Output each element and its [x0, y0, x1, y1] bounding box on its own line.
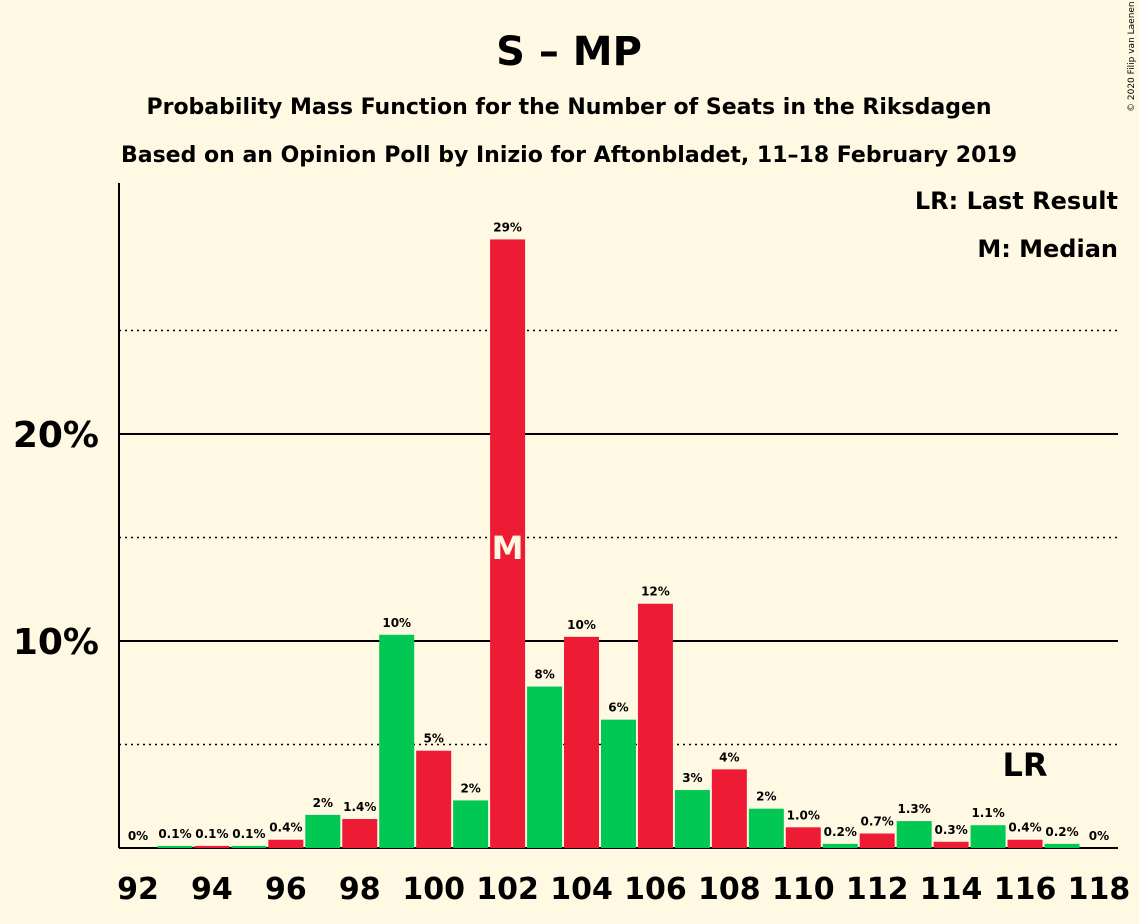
data-label-110: 1.0%: [787, 808, 820, 822]
bar-99: [379, 634, 415, 848]
last-result-marker: LR: [1003, 746, 1048, 784]
bar-116: [1007, 839, 1043, 848]
x-tick-118: 118: [1068, 872, 1131, 907]
chart-subtitle-2: Based on an Opinion Poll by Inizio for A…: [121, 143, 1017, 168]
y-tick-labels: 10% 20%: [13, 415, 99, 663]
bar-108: [711, 769, 747, 848]
data-label-102: 29%: [493, 220, 522, 234]
bar-114: [933, 841, 969, 848]
x-tick-110: 110: [772, 872, 835, 907]
x-tick-112: 112: [846, 872, 909, 907]
x-tick-106: 106: [624, 872, 687, 907]
x-tick-labels: 92 94 96 98 100 102 104 106 108 110 112 114 116 118: [117, 872, 1130, 907]
median-marker: M: [492, 529, 524, 567]
bar-105: [600, 719, 636, 848]
bar-100: [416, 750, 452, 848]
chart-title: S – MP: [496, 29, 642, 75]
data-label-95: 0.1%: [232, 827, 265, 841]
bar-106: [637, 603, 673, 848]
y-tick-20: 20%: [13, 415, 99, 456]
data-label-103: 8%: [534, 668, 554, 682]
data-label-98: 1.4%: [343, 800, 376, 814]
bar-96: [268, 839, 304, 848]
data-label-104: 10%: [567, 618, 596, 632]
legend-median: M: Median: [977, 235, 1118, 263]
bar-113: [896, 821, 932, 848]
x-tick-98: 98: [339, 872, 381, 907]
bar-98: [342, 819, 378, 848]
data-label-101: 2%: [460, 781, 480, 795]
x-tick-102: 102: [476, 872, 539, 907]
x-tick-92: 92: [117, 872, 159, 907]
bar-101: [453, 800, 489, 848]
data-label-92: 0%: [128, 829, 148, 843]
bar-97: [305, 814, 341, 848]
data-label-116: 0.4%: [1008, 821, 1041, 835]
bar-94: [194, 845, 230, 848]
x-tick-96: 96: [265, 872, 307, 907]
x-tick-100: 100: [402, 872, 465, 907]
x-tick-116: 116: [994, 872, 1057, 907]
x-tick-108: 108: [698, 872, 761, 907]
bar-102: [490, 239, 526, 849]
bar-111: [822, 843, 858, 848]
bar-104: [564, 636, 600, 848]
data-labels: 0% 0.1% 0.1% 0.1% 0.4% 2% 1.4% 10% 5% 2% 29% 8% 10% 6…: [128, 220, 1109, 843]
chart-subtitle-1: Probability Mass Function for the Number…: [146, 95, 991, 120]
x-tick-104: 104: [550, 872, 613, 907]
x-tick-114: 114: [920, 872, 983, 907]
data-label-106: 12%: [641, 585, 670, 599]
bar-95: [231, 845, 267, 848]
data-label-94: 0.1%: [195, 827, 228, 841]
bar-112: [859, 833, 895, 848]
data-label-107: 3%: [682, 771, 702, 785]
data-label-108: 4%: [719, 750, 739, 764]
data-label-112: 0.7%: [861, 815, 894, 829]
data-label-105: 6%: [608, 701, 628, 715]
bar-107: [674, 790, 710, 848]
data-label-97: 2%: [313, 796, 333, 810]
data-label-111: 0.2%: [824, 825, 857, 839]
data-label-96: 0.4%: [269, 821, 302, 835]
bar-series: [157, 239, 1080, 849]
data-label-113: 1.3%: [898, 802, 931, 816]
data-label-117: 0.2%: [1045, 825, 1078, 839]
data-label-118: 0%: [1089, 829, 1109, 843]
data-label-114: 0.3%: [934, 823, 967, 837]
bar-117: [1044, 843, 1080, 848]
copyright-notice: © 2020 Filip van Laenen: [1127, 1, 1137, 112]
data-label-109: 2%: [756, 790, 776, 804]
data-label-99: 10%: [382, 616, 411, 630]
bar-93: [157, 845, 193, 848]
x-tick-94: 94: [191, 872, 233, 907]
data-label-100: 5%: [423, 732, 443, 746]
bar-110: [785, 827, 821, 848]
legend-last-result: LR: Last Result: [915, 187, 1118, 215]
data-label-93: 0.1%: [158, 827, 191, 841]
bar-109: [748, 808, 784, 848]
data-label-115: 1.1%: [971, 806, 1004, 820]
bar-115: [970, 825, 1006, 848]
y-tick-10: 10%: [13, 622, 99, 663]
bar-103: [527, 686, 563, 848]
